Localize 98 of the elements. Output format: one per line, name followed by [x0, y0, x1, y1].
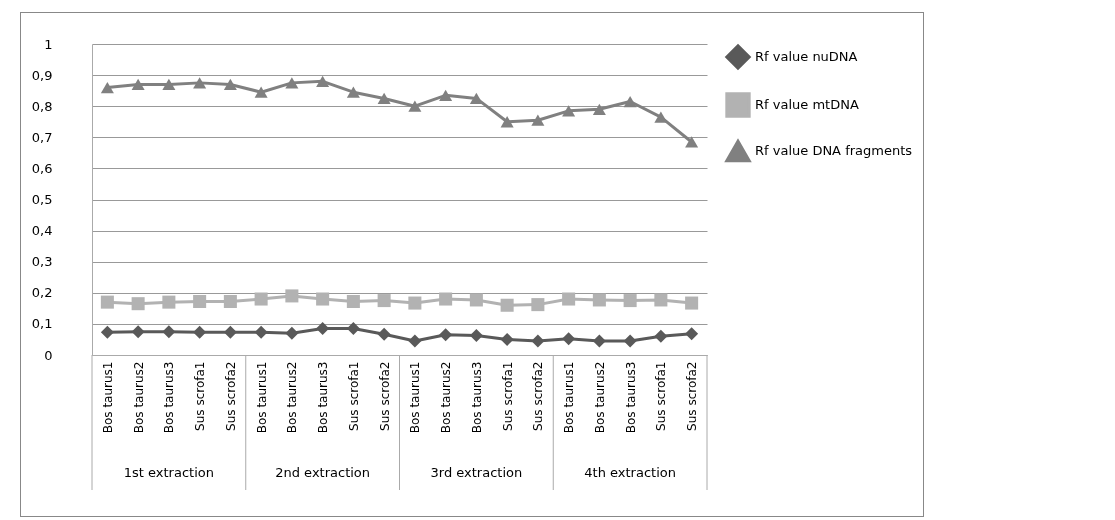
x-tick-label: Bos taurus3 [316, 361, 331, 434]
y-tick-label: 0,9 [31, 67, 53, 83]
x-tick-label: Bos taurus3 [162, 361, 177, 434]
legend-label: Rf value DNA fragments [755, 143, 913, 158]
y-tick-label: 0,2 [31, 285, 53, 301]
point [285, 77, 299, 89]
x-tick-label: Bos taurus2 [439, 361, 454, 434]
y-tick-label: 0,3 [31, 254, 53, 270]
point [316, 75, 330, 87]
point [562, 332, 576, 346]
point [408, 100, 422, 112]
point [531, 298, 545, 312]
point [469, 293, 483, 307]
y-tick-label: 0,1 [31, 316, 53, 332]
x-tick-label: Sus scrofa1 [654, 361, 669, 431]
x-tick-label: Bos taurus2 [285, 361, 300, 434]
point [592, 293, 606, 307]
text: 4th extraction [584, 465, 676, 480]
point [408, 296, 422, 310]
x-tick-label: Bos taurus3 [469, 361, 484, 434]
x-tick-label: Bos taurus2 [131, 361, 146, 434]
point [685, 327, 699, 341]
legend-label: Rf value nuDNA [755, 49, 858, 64]
point [685, 136, 699, 148]
point [316, 322, 330, 336]
point [346, 322, 360, 336]
point [131, 297, 145, 311]
x-tick-label: Bos taurus1 [408, 361, 423, 434]
point [100, 325, 114, 339]
point [162, 295, 176, 309]
point [439, 328, 453, 342]
point [623, 334, 637, 348]
y-tick-label: 0,8 [31, 98, 53, 114]
x-tick-label: Bos taurus1 [100, 361, 115, 434]
point [346, 86, 360, 98]
x-tick-label: Bos taurus2 [592, 361, 607, 434]
point [162, 325, 176, 339]
x-tick-label: Bos taurus3 [623, 361, 638, 434]
point [223, 78, 237, 91]
point [131, 78, 145, 91]
point [654, 111, 668, 123]
point [193, 325, 207, 339]
point [254, 86, 268, 98]
x-tick-label: Sus scrofa2 [377, 361, 392, 431]
y-tick-label: 0,4 [31, 223, 53, 239]
point [377, 294, 391, 308]
point [439, 89, 453, 101]
y-tick-label: 0,6 [31, 160, 53, 176]
point [223, 294, 237, 309]
x-tick-label: Sus scrofa1 [500, 361, 515, 431]
point [500, 116, 514, 128]
x-tick-label: Sus scrofa1 [346, 361, 361, 431]
point [531, 334, 545, 348]
point [131, 325, 145, 339]
x-tick-label: Sus scrofa2 [685, 361, 700, 431]
point [377, 92, 391, 105]
point [223, 325, 237, 339]
x-tick-label: Sus scrofa2 [531, 361, 546, 431]
y-tick-label: 0 [44, 347, 53, 363]
point [623, 95, 637, 108]
x-tick-label: Sus scrofa1 [193, 361, 208, 431]
point [654, 293, 668, 307]
point [377, 327, 391, 341]
point [562, 105, 576, 117]
point [193, 294, 207, 309]
point [562, 292, 576, 306]
legend-label: Rf value mtDNA [755, 97, 859, 112]
point [439, 292, 453, 306]
point [623, 294, 637, 308]
point [193, 77, 207, 89]
point [469, 92, 483, 105]
point [469, 328, 483, 342]
text: 3rd extraction [430, 465, 523, 480]
y-tick-label: 0,5 [31, 192, 53, 207]
point [316, 292, 330, 306]
point [592, 334, 606, 348]
point [346, 294, 360, 309]
point [685, 296, 699, 310]
text: 1st extraction [123, 465, 214, 480]
x-tick-label: Sus scrofa2 [223, 361, 238, 431]
point [408, 334, 422, 348]
y-tick-label: 1 [44, 36, 53, 52]
point [162, 78, 176, 91]
x-tick-label: Bos taurus1 [562, 361, 577, 434]
point [500, 332, 514, 346]
point [100, 81, 114, 94]
point [285, 289, 299, 303]
point [531, 114, 545, 126]
point [254, 292, 268, 306]
point [654, 329, 668, 343]
point [500, 298, 514, 312]
point [100, 295, 114, 309]
point [592, 103, 606, 115]
point [285, 326, 299, 340]
y-tick-label: 0,7 [31, 129, 53, 145]
x-tick-label: Bos taurus1 [254, 361, 269, 434]
point [254, 325, 268, 339]
text: 2nd extraction [275, 465, 371, 480]
